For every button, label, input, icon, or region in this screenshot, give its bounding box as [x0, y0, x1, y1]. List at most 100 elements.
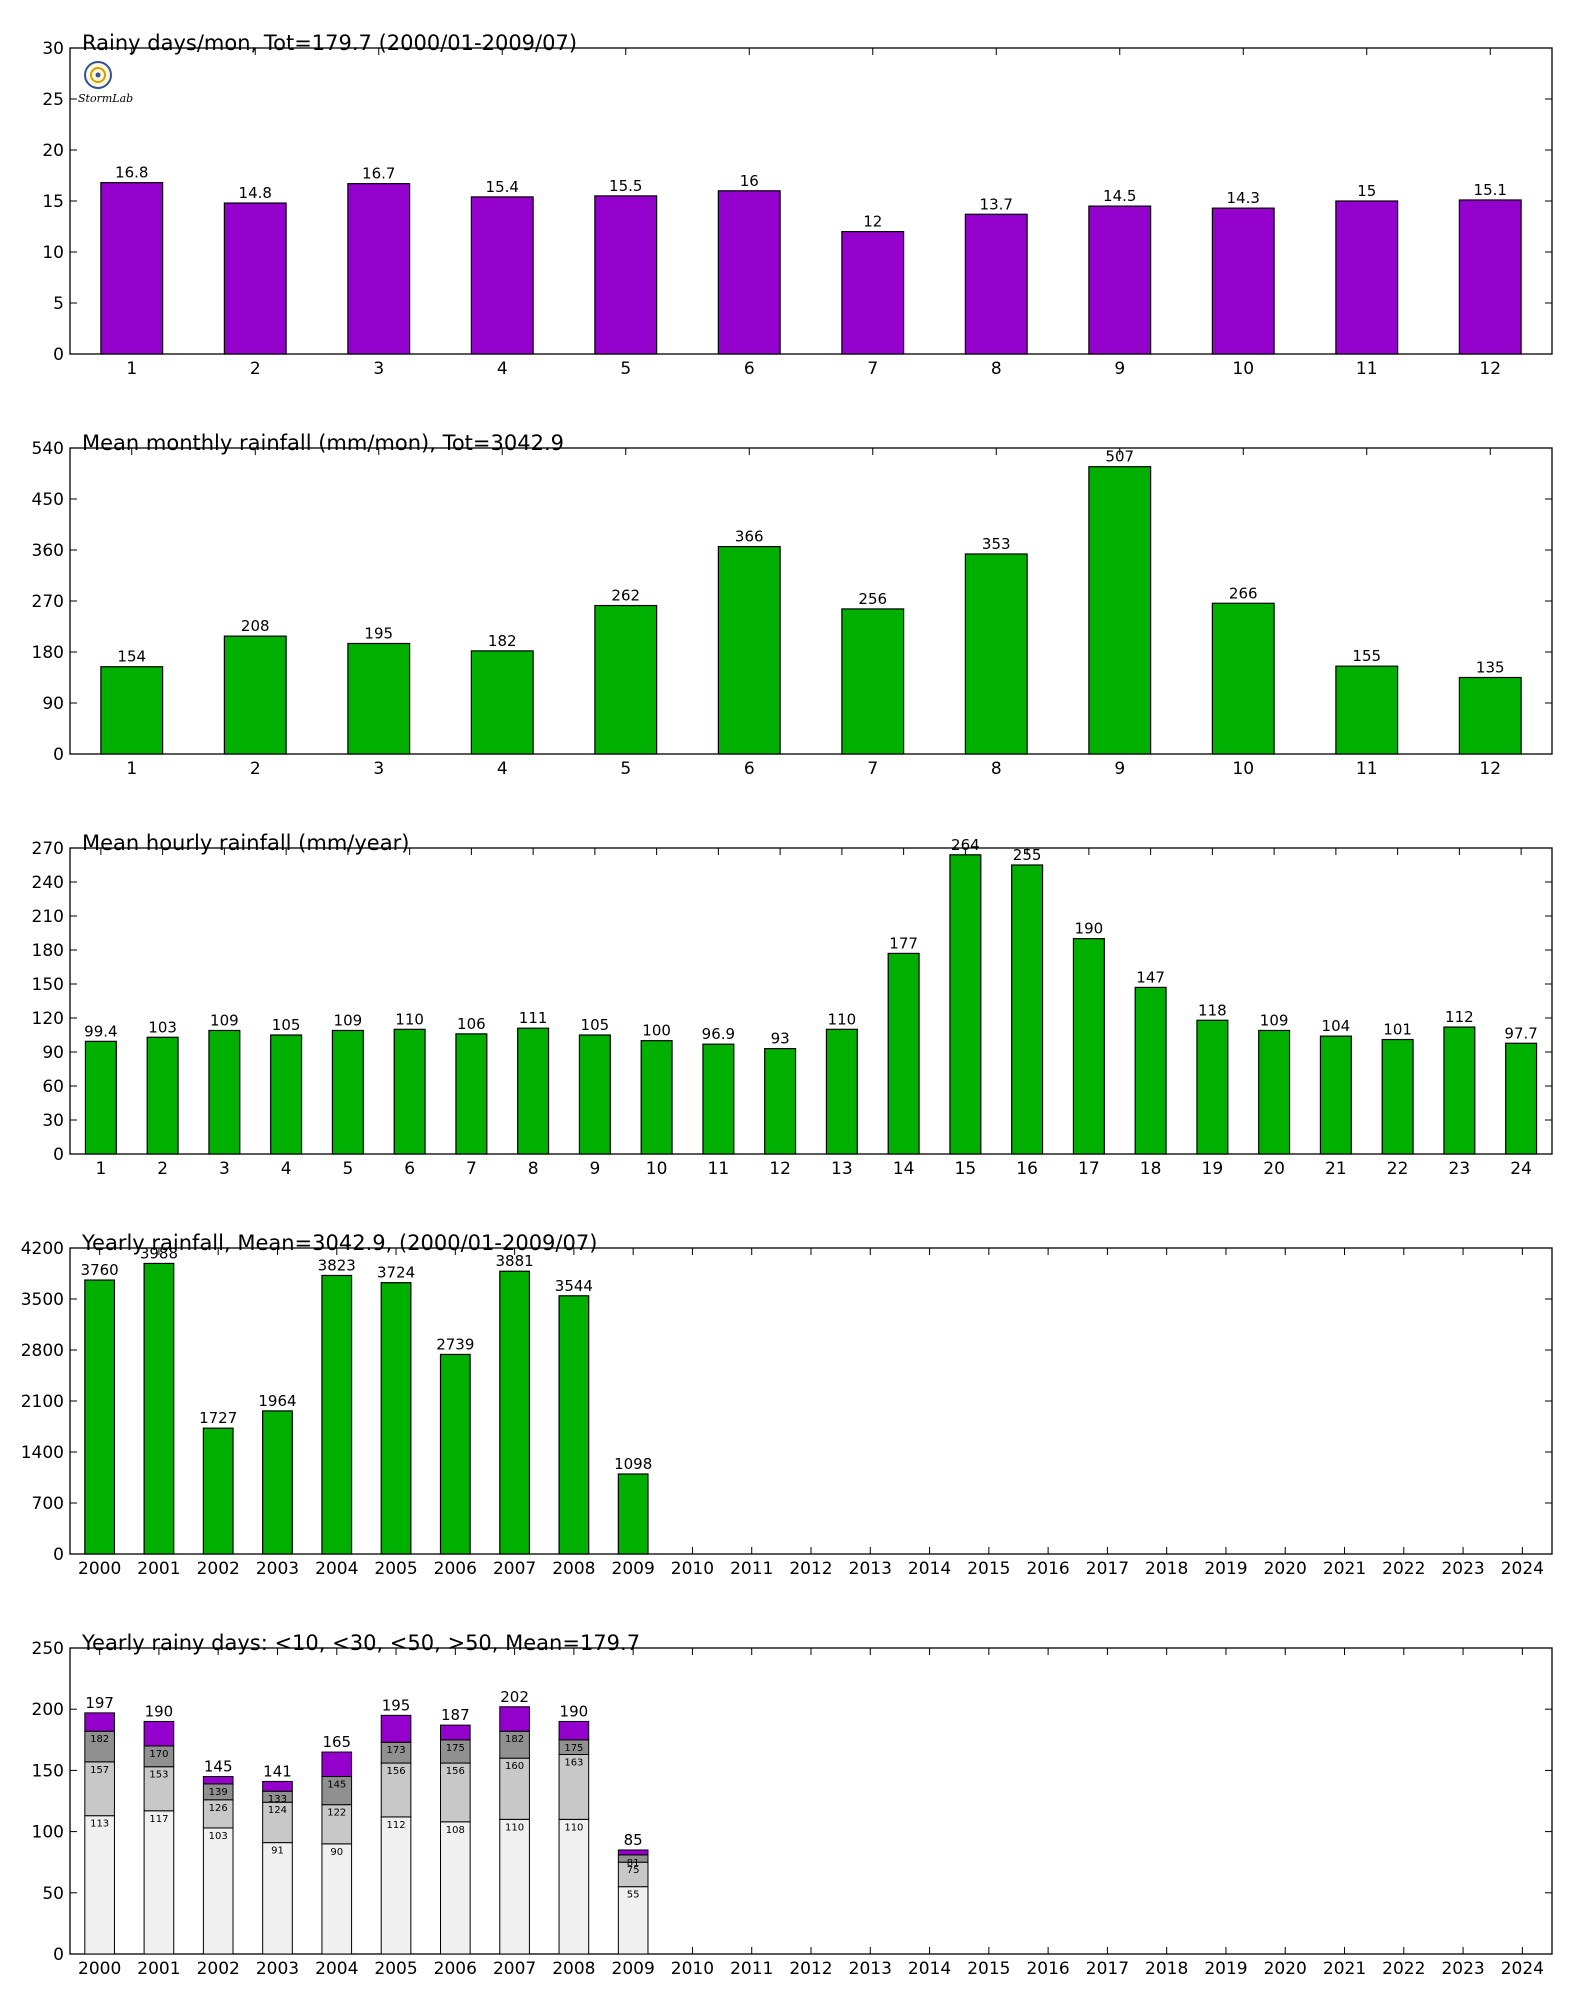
stack-segment-label: 55	[627, 1890, 640, 1901]
stack-segment	[558, 1753, 590, 1820]
bar-value-label: 1727	[199, 1409, 237, 1427]
stack-segment-label: 110	[505, 1822, 524, 1833]
x-tick-label: 2008	[552, 1959, 595, 1979]
y-tick-label: 50	[42, 1884, 64, 1904]
y-tick-label: 30	[42, 39, 64, 59]
x-tick-label: 4	[497, 359, 508, 379]
bar	[825, 1028, 858, 1155]
bar-value-label: 14.8	[239, 184, 272, 202]
bar	[1072, 938, 1105, 1155]
stack-segment	[440, 1762, 471, 1823]
x-tick-label: 2000	[78, 1959, 121, 1979]
x-tick-label: 6	[744, 759, 755, 779]
x-tick-label: 2011	[730, 1559, 773, 1579]
stack-segment-label: 112	[386, 1820, 405, 1831]
x-tick-label: 2016	[1026, 1959, 1069, 1979]
stack-segment	[558, 1720, 590, 1741]
stack-segment-label: 133	[268, 1794, 287, 1805]
stack-segment-label: 122	[327, 1808, 346, 1819]
bar	[1211, 602, 1275, 755]
bar-value-label: 12	[863, 213, 882, 231]
y-tick-label: 150	[32, 975, 64, 995]
stack-segment	[84, 1712, 115, 1732]
stack-total-label: 85	[624, 1831, 643, 1849]
x-tick-label: 2016	[1026, 1559, 1069, 1579]
y-tick-label: 0	[53, 1145, 64, 1165]
stack-segment-label: 182	[90, 1734, 109, 1745]
bar-value-label: 101	[1383, 1021, 1412, 1039]
stack-segment	[84, 1730, 115, 1763]
x-tick-label: 2023	[1441, 1559, 1484, 1579]
bar	[594, 195, 658, 355]
y-tick-label: 3500	[21, 1290, 64, 1310]
stack-segment	[380, 1714, 412, 1743]
stack-segment	[617, 1886, 649, 1955]
bar-value-label: 208	[241, 617, 270, 635]
bar	[617, 1473, 649, 1555]
bar	[887, 952, 920, 1155]
stack-total-label: 197	[85, 1694, 114, 1712]
x-tick-label: 2020	[1264, 1959, 1307, 1979]
bar	[393, 1028, 426, 1155]
x-tick-label: 8	[528, 1159, 539, 1179]
stack-segment	[617, 1861, 649, 1888]
x-tick-label: 1	[126, 359, 137, 379]
stack-segment	[262, 1780, 293, 1792]
bar	[964, 553, 1028, 755]
x-tick-label: 7	[466, 1159, 477, 1179]
chart-title: Mean monthly rainfall (mm/mon), Tot=3042…	[82, 431, 564, 455]
stack-segment	[499, 1706, 530, 1732]
y-tick-label: 270	[32, 839, 64, 859]
bar-value-label: 255	[1013, 846, 1042, 864]
bar	[578, 1034, 611, 1155]
bar	[1088, 205, 1152, 355]
y-tick-label: 450	[32, 490, 64, 510]
bar	[717, 190, 781, 355]
bar	[949, 854, 982, 1155]
x-tick-label: 24	[1510, 1159, 1532, 1179]
x-tick-label: 5	[620, 759, 631, 779]
x-tick-label: 2014	[908, 1559, 951, 1579]
x-tick-label: 19	[1202, 1159, 1224, 1179]
stack-segment-label: 113	[90, 1819, 109, 1830]
x-tick-label: 2003	[256, 1559, 299, 1579]
x-tick-label: 1	[95, 1159, 106, 1179]
bar-value-label: 135	[1476, 659, 1505, 677]
y-tick-label: 90	[42, 694, 64, 714]
bar	[964, 213, 1028, 355]
x-tick-label: 2017	[1086, 1959, 1129, 1979]
bar	[470, 196, 534, 355]
x-tick-label: 2017	[1086, 1559, 1129, 1579]
bar-value-label: 100	[642, 1022, 671, 1040]
bar-value-label: 154	[117, 648, 146, 666]
bar-value-label: 97.7	[1504, 1024, 1537, 1042]
x-tick-label: 4	[497, 759, 508, 779]
x-tick-label: 2002	[197, 1559, 240, 1579]
bar-value-label: 16	[740, 172, 759, 190]
x-tick-label: 2021	[1323, 1959, 1366, 1979]
stack-segment-label: 170	[149, 1749, 168, 1760]
x-tick-label: 2013	[849, 1959, 892, 1979]
stack-segment-label: 175	[446, 1743, 465, 1754]
x-tick-label: 2004	[315, 1559, 358, 1579]
x-tick-label: 2002	[197, 1959, 240, 1979]
y-tick-label: 2800	[21, 1341, 64, 1361]
stack-segment	[143, 1810, 175, 1955]
y-tick-label: 30	[42, 1111, 64, 1131]
plot-frame	[69, 47, 1553, 355]
x-tick-label: 1	[126, 759, 137, 779]
bar	[146, 1036, 179, 1155]
x-tick-label: 6	[404, 1159, 415, 1179]
chart-title: Rainy days/mon, Tot=179.7 (2000/01-2009/…	[82, 31, 577, 55]
x-tick-label: 20	[1263, 1159, 1285, 1179]
bar-value-label: 182	[488, 632, 517, 650]
x-tick-label: 6	[744, 359, 755, 379]
stack-segment-label: 90	[330, 1847, 343, 1858]
bar	[841, 231, 905, 355]
x-tick-label: 4	[281, 1159, 292, 1179]
stack-total-label: 141	[263, 1762, 292, 1780]
x-tick-label: 12	[1479, 359, 1501, 379]
bar-value-label: 155	[1352, 647, 1381, 665]
bar	[1381, 1038, 1414, 1155]
x-tick-label: 2019	[1204, 1959, 1247, 1979]
